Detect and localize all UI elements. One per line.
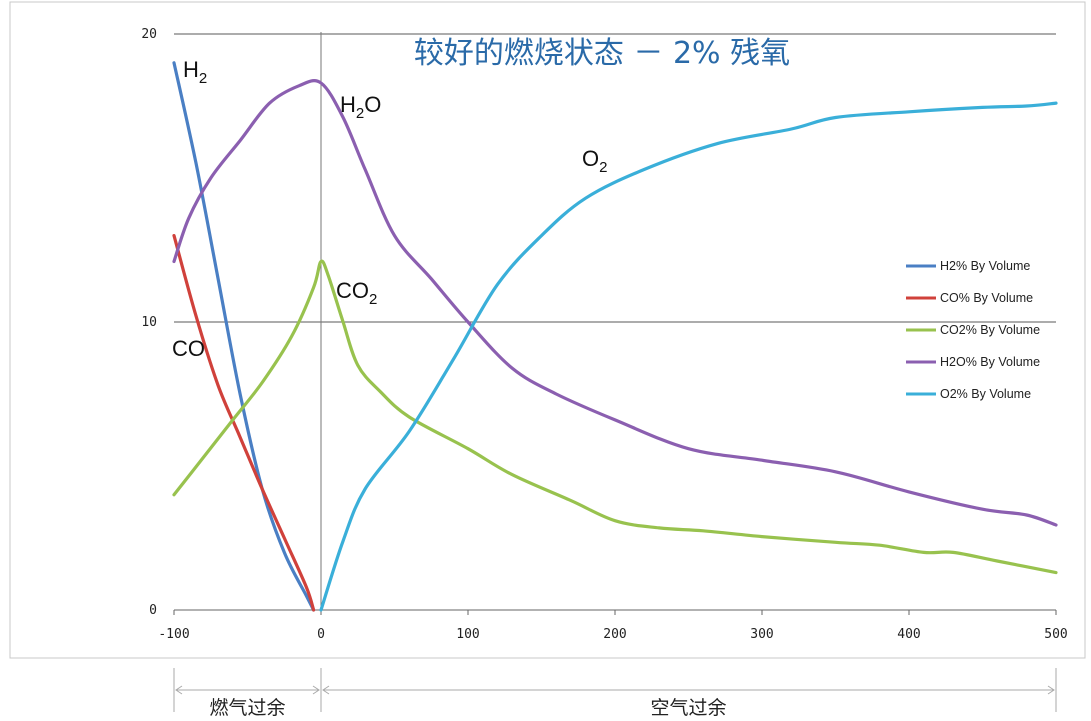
curve-label-main: CO — [336, 278, 369, 303]
grid-layer — [174, 32, 1056, 610]
x-tick-label: 500 — [1044, 627, 1067, 642]
curve-label-o2: O2 — [582, 146, 607, 176]
region-annotations: 燃气过余 空气过余 — [173, 668, 1057, 719]
region-arrow-right — [312, 685, 320, 695]
legend-label-co: CO% By Volume — [940, 291, 1033, 305]
x-tick-label: 400 — [897, 627, 920, 642]
curve-label-tail: O — [364, 92, 381, 117]
curve-label-subscript: 2 — [356, 105, 364, 122]
region-arrow-left — [322, 685, 330, 695]
series-line-h2 — [172, 61, 316, 612]
legend-label-h2: H2% By Volume — [940, 259, 1030, 273]
region-label-backdrop — [641, 692, 736, 718]
series-line-co2 — [172, 259, 1058, 575]
curve-label-main: H — [340, 92, 356, 117]
chart-title: 较好的燃烧状态 － 2% 残氧 — [414, 36, 790, 71]
y-tick-label: 20 — [141, 27, 157, 42]
y-tick-label: 10 — [141, 315, 157, 330]
series-layer — [172, 61, 1058, 612]
x-tick-label: 200 — [603, 627, 626, 642]
curve-label-co: CO — [172, 336, 205, 361]
curve-label-main: H — [183, 57, 199, 82]
region-label-0: 燃气过余 — [209, 697, 285, 719]
x-tick-label: 0 — [317, 627, 325, 642]
region-arrow-right — [1047, 685, 1055, 695]
curve-label-h2: H2 — [183, 57, 207, 87]
series-line-co — [172, 234, 316, 612]
legend-label-o2: O2% By Volume — [940, 387, 1031, 401]
x-tick-label: 100 — [456, 627, 479, 642]
curve-label-main: CO — [172, 336, 205, 361]
region-arrow-left — [175, 685, 183, 695]
curve-label-subscript: 2 — [199, 70, 207, 87]
curve-label-h2o: H2O — [340, 92, 381, 122]
curve-label-main: O — [582, 146, 599, 171]
curve-label-co2: CO2 — [336, 278, 377, 308]
y-tick-label: 0 — [149, 603, 157, 618]
curve-label-subscript: 2 — [599, 159, 607, 176]
series-line-h2o — [172, 79, 1058, 527]
legend-label-h2o: H2O% By Volume — [940, 355, 1040, 369]
region-label-backdrop — [200, 692, 295, 718]
curve-label-subscript: 2 — [369, 291, 377, 308]
series-line-o2 — [319, 101, 1058, 612]
legend-label-co2: CO2% By Volume — [940, 323, 1040, 337]
x-tick-label: -100 — [158, 627, 189, 642]
legend: H2% By Volume CO% By Volume CO2% By Volume… — [906, 259, 1040, 401]
x-tick-label: 300 — [750, 627, 773, 642]
region-label-1: 空气过余 — [650, 697, 726, 719]
